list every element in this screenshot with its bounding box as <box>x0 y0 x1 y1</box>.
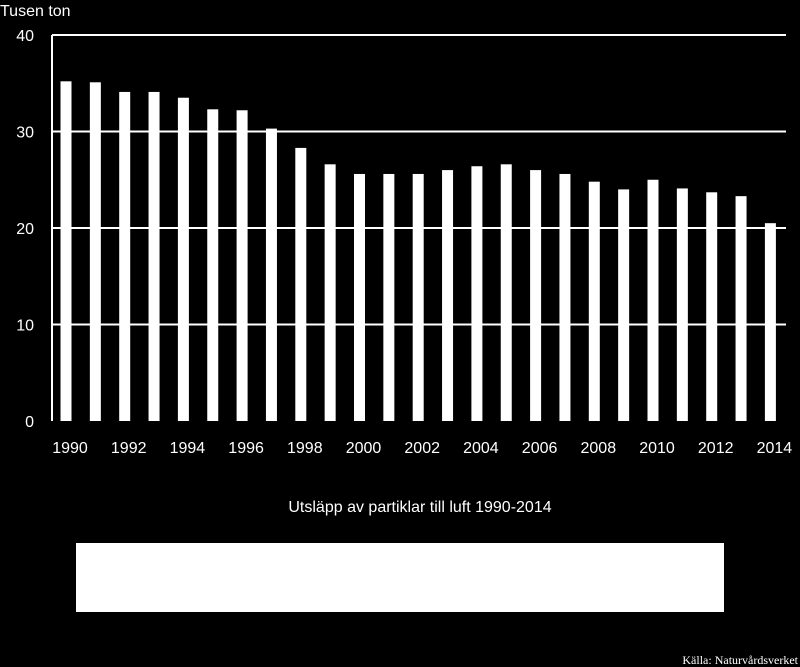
y-axis-label: Tusen ton <box>0 3 71 20</box>
x-tick-label: 2010 <box>639 440 675 457</box>
y-tick-labels: 0 10 20 30 40 <box>16 28 34 431</box>
bar <box>764 223 776 421</box>
bar <box>60 81 72 421</box>
x-tick-label: 2000 <box>346 440 382 457</box>
bars <box>60 81 776 422</box>
bar <box>442 170 454 421</box>
bar <box>383 173 395 421</box>
y-tick-label: 0 <box>25 414 34 431</box>
x-tick-label: 1998 <box>287 440 323 457</box>
bar <box>119 91 131 421</box>
bar <box>706 192 718 421</box>
bar <box>588 181 600 421</box>
x-tick-label: 2008 <box>581 440 617 457</box>
bar <box>735 196 747 421</box>
bar <box>354 173 365 421</box>
x-tick-label: 1992 <box>111 440 147 457</box>
source-note: Källa: Naturvårdsverket <box>682 653 798 667</box>
bar <box>471 166 483 421</box>
bar <box>412 173 424 421</box>
x-tick-label: 1990 <box>52 440 88 457</box>
bar <box>676 188 688 421</box>
bar <box>647 179 659 421</box>
x-tick-label: 2012 <box>698 440 734 457</box>
legend-box <box>76 543 724 612</box>
bar <box>207 109 219 422</box>
x-tick-label: 1994 <box>170 440 206 457</box>
bar <box>148 91 160 421</box>
x-tick-label: 1996 <box>228 440 264 457</box>
x-tick-label: 2002 <box>404 440 440 457</box>
y-tick-label: 30 <box>16 125 34 142</box>
bar <box>559 173 571 421</box>
y-tick-label: 10 <box>16 318 34 335</box>
bar <box>324 164 336 421</box>
bar <box>530 170 542 421</box>
bar <box>500 164 512 421</box>
x-tick-label: 2014 <box>757 440 793 457</box>
bar <box>177 97 189 421</box>
bar <box>618 189 630 421</box>
y-tick-label: 40 <box>16 28 34 45</box>
x-tick-label: 2004 <box>463 440 499 457</box>
x-tick-labels: 1990 1992 1994 1996 1998 2000 2002 2004 2006 2008… <box>52 440 792 457</box>
chart-caption: Utsläpp av partiklar till luft 1990-2014 <box>288 499 551 516</box>
x-tick-label: 2006 <box>522 440 558 457</box>
bar <box>295 147 307 421</box>
bar <box>89 82 101 421</box>
bar <box>265 128 277 422</box>
bar <box>236 110 248 422</box>
y-tick-label: 20 <box>16 221 34 238</box>
